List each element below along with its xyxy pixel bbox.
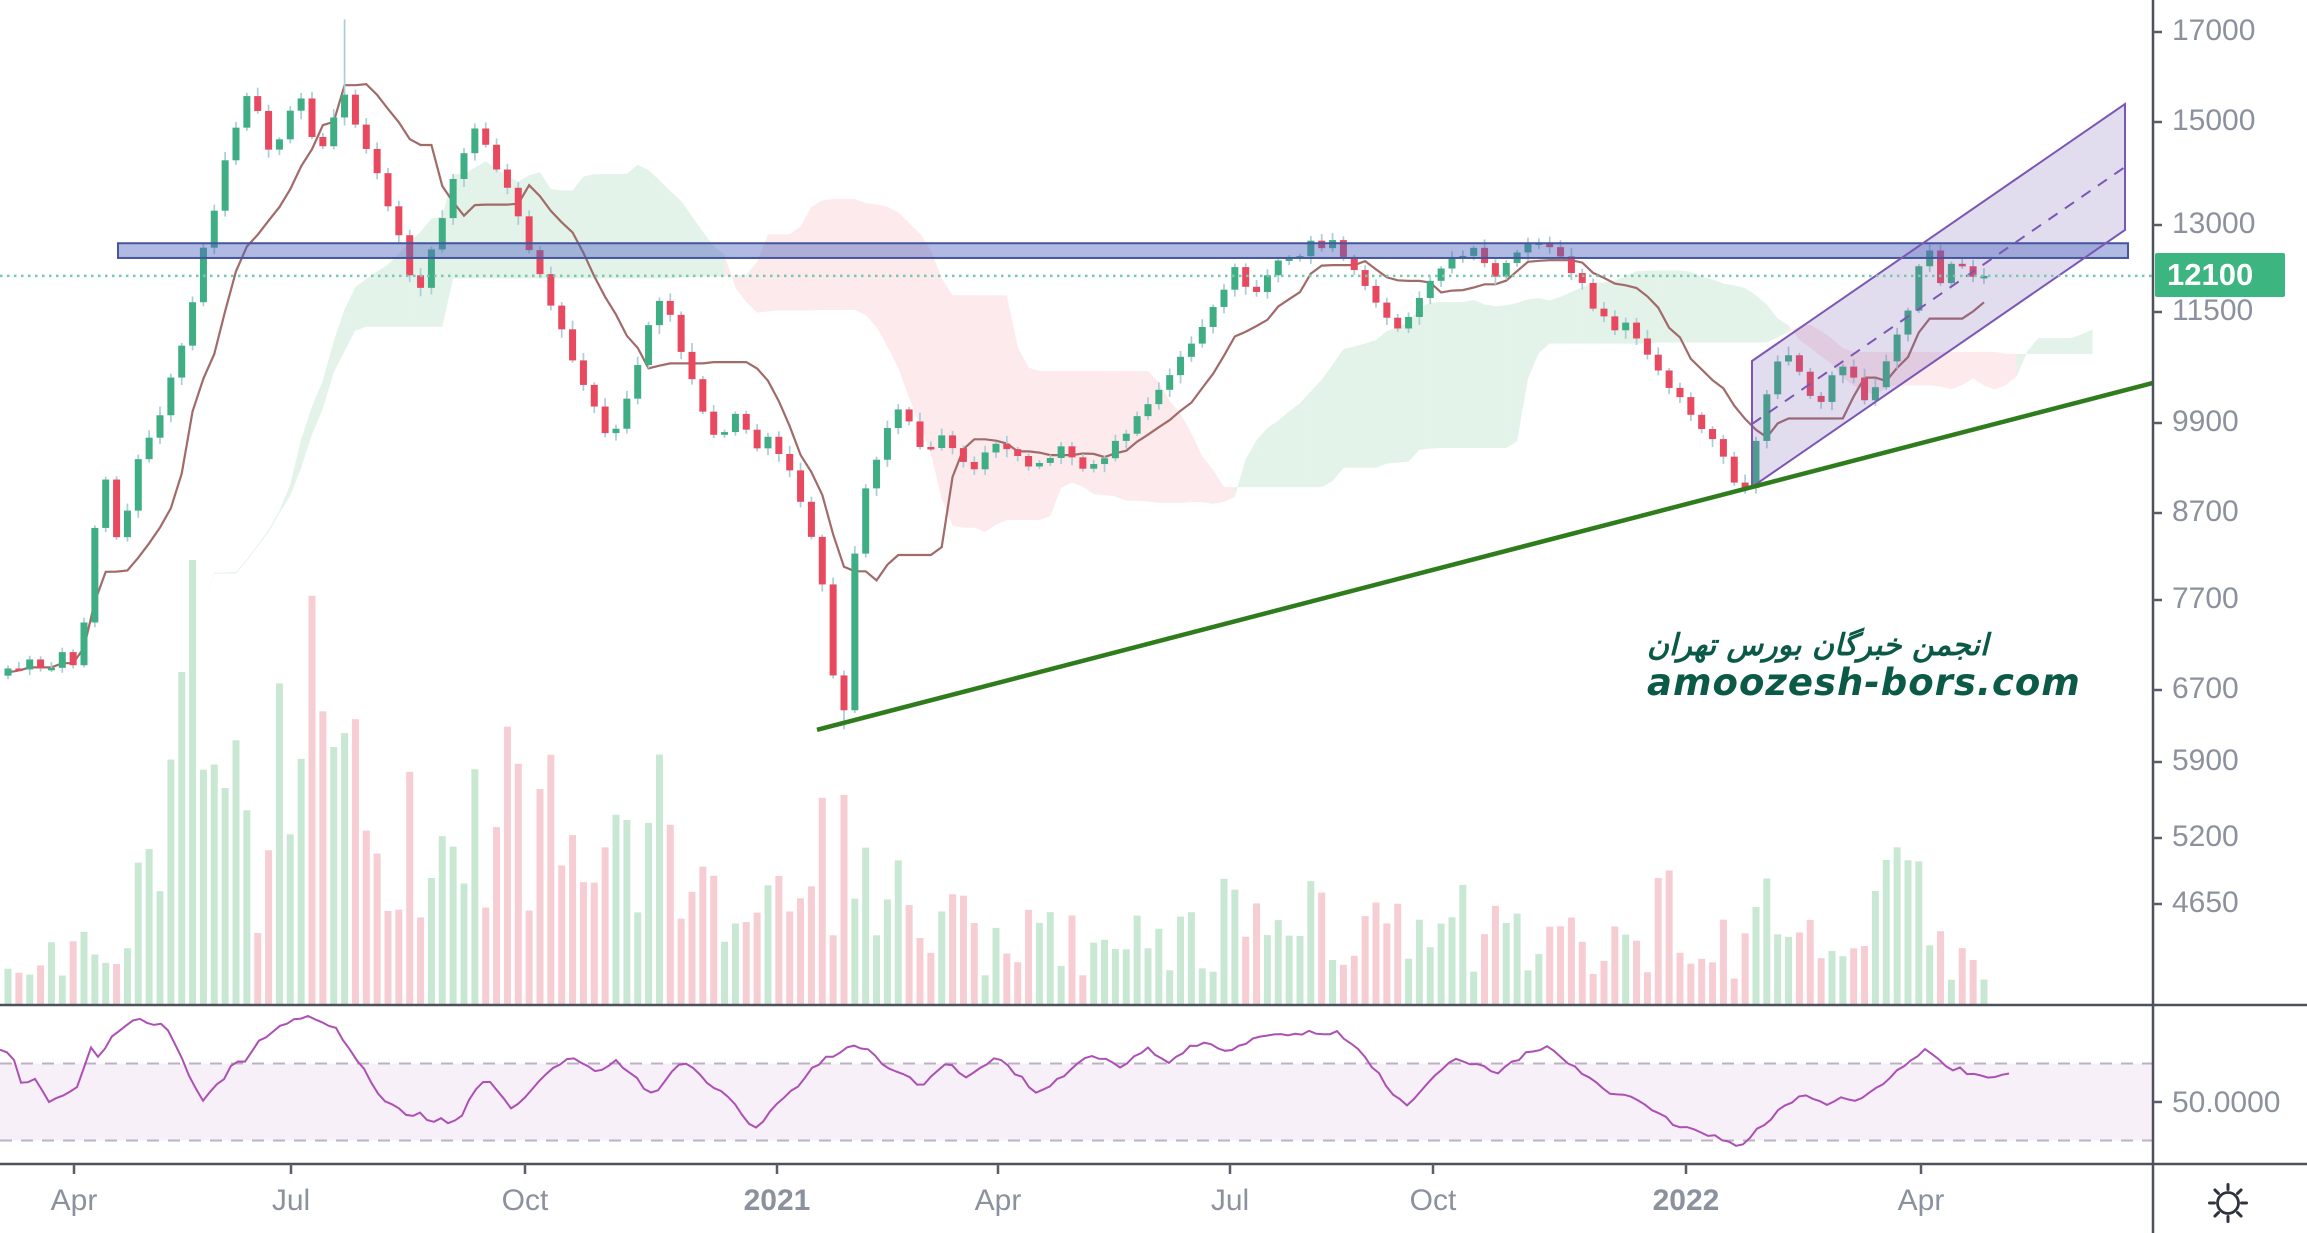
- time-tick-label: Jul: [1210, 1184, 1250, 1217]
- rsi-line: [0, 1014, 2010, 1147]
- price-tick-label: 8700: [2172, 495, 2239, 528]
- time-tick-label: Oct: [1409, 1184, 1457, 1217]
- time-tick-label: Apr: [974, 1184, 1022, 1217]
- price-tick-label: 7700: [2172, 582, 2239, 615]
- time-tick-label: Jul: [271, 1184, 311, 1217]
- ichimoku-cloud-layer: [116, 161, 2093, 673]
- rsi-pane-layer: [0, 1014, 2153, 1147]
- rsi-mid-level-label: 50.0000: [2172, 1086, 2281, 1119]
- gear-icon: [2208, 1183, 2248, 1223]
- time-tick-label: 2021: [743, 1184, 811, 1217]
- support-trendline[interactable]: [816, 380, 2154, 732]
- price-tick-label: 17000: [2172, 14, 2256, 47]
- time-tick-label: Apr: [1897, 1184, 1945, 1217]
- volume-layer: [4, 560, 1988, 1005]
- price-tick-label: 5900: [2172, 744, 2239, 777]
- settings-button[interactable]: [2202, 1178, 2254, 1228]
- time-tick-label: Apr: [50, 1184, 98, 1217]
- time-tick-label: 2022: [1652, 1184, 1720, 1217]
- time-tick-label: Oct: [501, 1184, 549, 1217]
- ascending-channel[interactable]: [1751, 102, 2126, 489]
- price-tick-label: 11500: [2172, 294, 2254, 327]
- watermark-line-persian: انجمن خبرگان بورس تهران: [1647, 628, 1989, 663]
- watermark-line-site: amoozesh-bors.com: [1647, 660, 2081, 704]
- axis-tick-marks: [72, 30, 2162, 1174]
- price-tick-label: 4650: [2172, 886, 2239, 919]
- price-tick-label: 13000: [2172, 207, 2256, 240]
- price-tick-label: 6700: [2172, 672, 2239, 705]
- candles-layer: [4, 19, 1988, 730]
- price-tick-label: 5200: [2172, 820, 2239, 853]
- resistance-zone[interactable]: [117, 242, 2129, 259]
- baseline-indicator-line: [7, 82, 1985, 674]
- watermark: انجمن خبرگان بورس تهران amoozesh-bors.co…: [1647, 630, 2081, 702]
- price-tick-label: 15000: [2172, 104, 2256, 137]
- price-tick-label: 9900: [2172, 405, 2239, 438]
- last-price-label: 12100: [2155, 253, 2285, 297]
